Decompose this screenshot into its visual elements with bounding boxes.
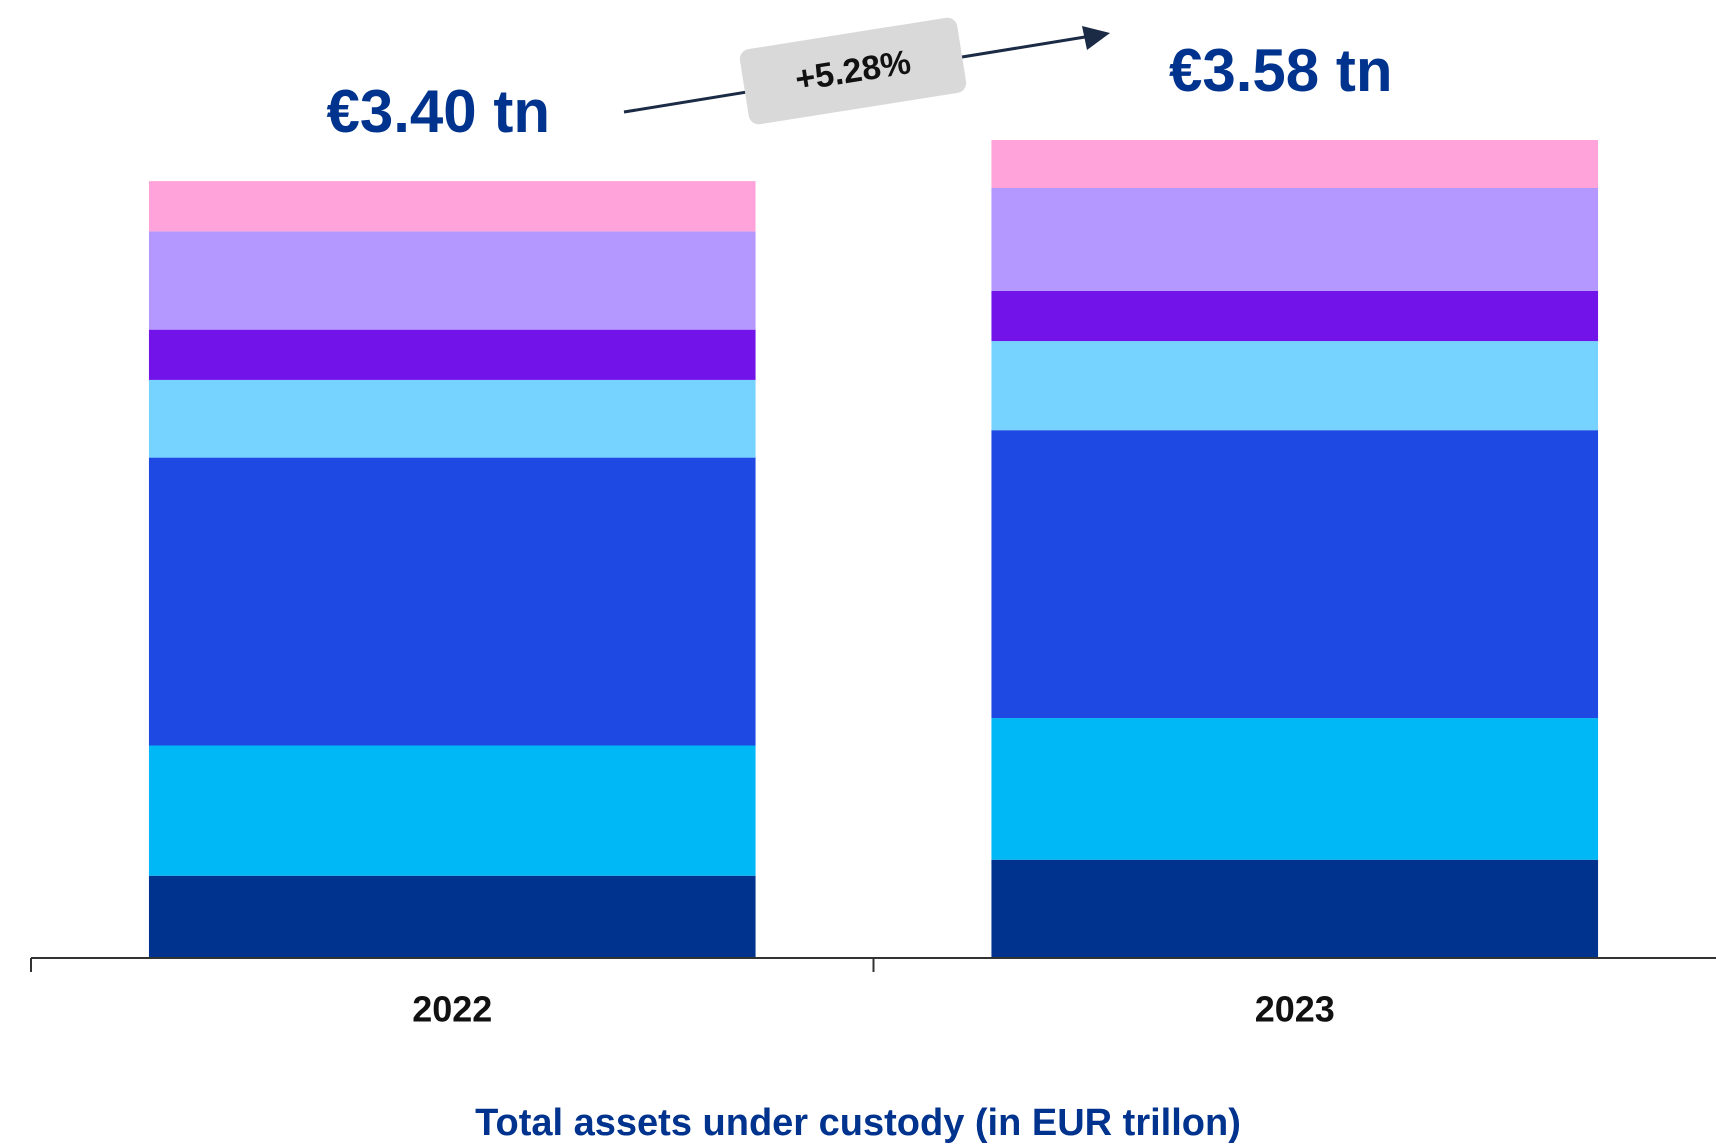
- bar-segment: [991, 859, 1599, 958]
- annotation-background: [739, 17, 967, 125]
- bar-segment: [148, 745, 756, 876]
- x-axis-label: Total assets under custody (in EUR trill…: [475, 1102, 1241, 1144]
- bar-segment: [148, 329, 756, 380]
- bar-segment: [148, 181, 756, 232]
- bar-segment: [148, 875, 756, 958]
- bar-segment: [991, 341, 1599, 431]
- bar-segment: [148, 379, 756, 458]
- total-label: €3.58 tn: [1169, 37, 1392, 104]
- bar-segment: [148, 457, 756, 746]
- bar-segment: [991, 430, 1599, 719]
- arrow-head: [1082, 26, 1110, 50]
- bar-segment: [991, 290, 1599, 342]
- bar-segment: [148, 231, 756, 330]
- annotation-box: +5.28%: [739, 17, 967, 125]
- total-label: €3.40 tn: [327, 78, 550, 145]
- bar-segment: [991, 140, 1599, 188]
- bar-segment: [991, 718, 1599, 860]
- bar-segment: [991, 187, 1599, 291]
- x-tick-label: 2023: [1255, 989, 1335, 1030]
- x-tick-label: 2022: [412, 989, 492, 1030]
